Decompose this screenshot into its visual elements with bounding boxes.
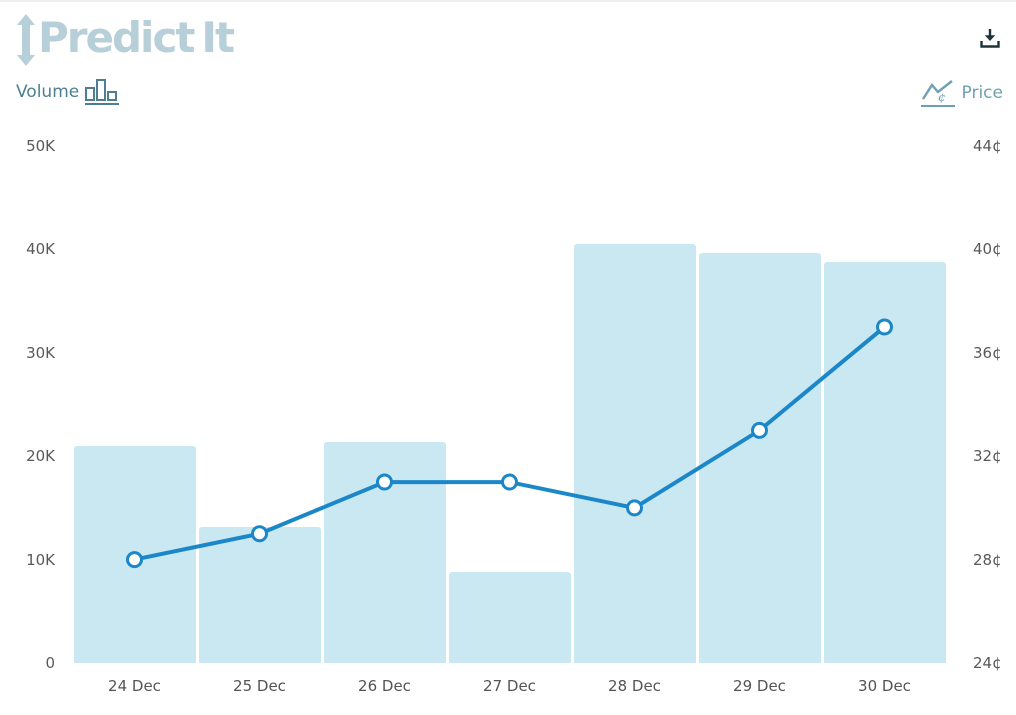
- plot-area: [72, 146, 947, 663]
- download-icon: [980, 28, 1000, 48]
- axis-tick-label: 30K: [26, 343, 55, 362]
- top-border: [0, 0, 1016, 2]
- axis-tick-label: 36¢: [973, 343, 1002, 362]
- legend-price-toggle[interactable]: ¢ Price: [920, 79, 1003, 107]
- axis-tick-label: 44¢: [973, 137, 1002, 155]
- axis-tick-label: 40¢: [973, 240, 1002, 259]
- x-axis-label: 24 Dec: [108, 677, 161, 695]
- logo-text-predict: Predict: [38, 13, 195, 62]
- predictit-logo[interactable]: Predict It: [14, 12, 235, 68]
- volume-bar[interactable]: [448, 572, 571, 663]
- price-line: [126, 318, 893, 569]
- x-axis-label: 27 Dec: [483, 677, 536, 695]
- price-point[interactable]: [126, 551, 143, 569]
- x-axis-label: 25 Dec: [233, 677, 286, 695]
- axis-tick-label: 10K: [26, 550, 55, 569]
- legend-volume-toggle[interactable]: Volume: [16, 79, 120, 105]
- svg-text:¢: ¢: [938, 90, 946, 103]
- price-point[interactable]: [501, 473, 518, 491]
- logo-text-it: It: [201, 13, 235, 62]
- axis-tick-label: 32¢: [973, 447, 1002, 466]
- price-point[interactable]: [751, 421, 768, 439]
- volume-bars: [72, 146, 947, 663]
- download-button[interactable]: [976, 26, 1004, 54]
- axis-tick-label: 0: [45, 654, 55, 672]
- legend-price-label: Price: [961, 83, 1003, 103]
- axis-tick-label: 28¢: [973, 550, 1002, 569]
- axis-tick-label: 50K: [26, 137, 55, 155]
- volume-axis: 50K 40K 30K 20K 10K 0: [0, 137, 55, 672]
- axis-tick-label: 24¢: [973, 654, 1002, 672]
- x-axis-label: 26 Dec: [358, 677, 411, 695]
- bar-chart-icon: [85, 79, 120, 105]
- price-axis: 44¢ 40¢ 36¢ 32¢ 28¢ 24¢: [973, 137, 1016, 672]
- x-axis-label: 29 Dec: [733, 677, 786, 695]
- price-point[interactable]: [251, 525, 268, 543]
- x-axis: 24 Dec 25 Dec 26 Dec 27 Dec 28 Dec 29 Dec 30 D…: [72, 677, 947, 701]
- price-point[interactable]: [626, 499, 643, 517]
- axis-tick-label: 20K: [26, 447, 55, 466]
- x-axis-label: 30 Dec: [858, 677, 911, 695]
- legend-volume-label: Volume: [16, 82, 80, 102]
- x-axis-label: 28 Dec: [608, 677, 661, 695]
- price-point[interactable]: [376, 473, 393, 491]
- up-down-arrow-icon: [17, 14, 35, 66]
- line-chart-icon: ¢: [920, 79, 955, 107]
- volume-bar[interactable]: [198, 526, 321, 663]
- axis-tick-label: 40K: [26, 240, 55, 259]
- volume-bar[interactable]: [573, 244, 696, 663]
- price-point[interactable]: [876, 318, 893, 336]
